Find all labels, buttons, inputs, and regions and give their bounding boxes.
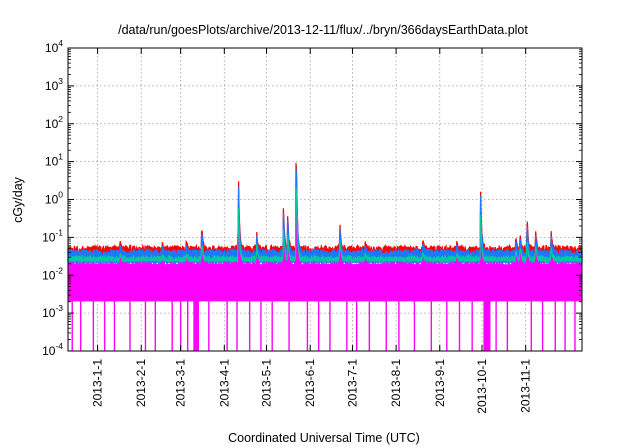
- magenta-dropout-band: [193, 300, 199, 351]
- y-tick-exponent: -3: [55, 303, 63, 313]
- series-red: [67, 162, 583, 255]
- y-tick-base: 10: [45, 193, 59, 207]
- x-tick-label: 2013-1-1: [91, 359, 105, 407]
- y-axis-label: cGy/day: [11, 176, 25, 223]
- y-tick-base: 10: [45, 41, 59, 55]
- y-tick-label: 10-2: [42, 265, 63, 282]
- y-tick-exponent: 1: [58, 152, 63, 162]
- x-tick-label: 2013-11-1: [519, 359, 533, 413]
- y-tick-base: 10: [42, 344, 56, 358]
- y-tick-label: 100: [45, 190, 63, 207]
- y-tick-base: 10: [42, 230, 56, 244]
- y-tick-base: 10: [45, 79, 59, 93]
- x-axis-label: Coordinated Universal Time (UTC): [228, 431, 420, 445]
- chart-title: /data/run/goesPlots/archive/2013-12-11/f…: [118, 23, 528, 37]
- y-tick-label: 104: [45, 38, 63, 55]
- x-tick-label: 2013-9-1: [433, 359, 447, 407]
- y-tick-base: 10: [45, 117, 59, 131]
- y-tick-label: 10-3: [42, 303, 63, 320]
- y-tick-label: 103: [45, 76, 63, 93]
- magenta-dropout-band: [483, 300, 491, 351]
- x-tick-label: 2013-2-1: [134, 359, 148, 407]
- y-tick-label: 101: [45, 152, 63, 169]
- x-tick-label: 2013-10-1: [475, 359, 489, 414]
- x-tick-label: 2013-5-1: [260, 359, 274, 407]
- y-tick-base: 10: [45, 155, 59, 169]
- data-series: [67, 162, 583, 351]
- y-tick-exponent: -4: [55, 341, 63, 351]
- x-tick-label: 2013-6-1: [303, 359, 317, 407]
- y-tick-label: 102: [45, 114, 63, 131]
- y-tick-exponent: -2: [55, 265, 63, 275]
- x-tick-labels: 2013-1-1 2013-2-1 2013-3-1 2013-4-1 2013-5-1…: [91, 359, 533, 414]
- y-tick-exponent: 3: [58, 76, 63, 86]
- x-tick-label: 2013-8-1: [389, 359, 403, 407]
- y-tick-base: 10: [42, 268, 56, 282]
- x-tick-label: 2013-7-1: [345, 359, 359, 407]
- y-tick-label: 10-1: [42, 227, 63, 244]
- y-tick-exponent: 4: [58, 38, 63, 48]
- series-cyan-line: [67, 187, 583, 264]
- y-tick-exponent: 0: [58, 190, 63, 200]
- y-tick-exponent: -1: [55, 227, 63, 237]
- series-magenta: [67, 201, 583, 302]
- y-tick-base: 10: [42, 306, 56, 320]
- x-tick-label: 2013-4-1: [217, 359, 231, 407]
- y-tick-label: 10-4: [42, 341, 63, 358]
- axis-ticks: [68, 47, 582, 352]
- x-tick-label: 2013-3-1: [174, 359, 188, 407]
- y-tick-exponent: 2: [58, 114, 63, 124]
